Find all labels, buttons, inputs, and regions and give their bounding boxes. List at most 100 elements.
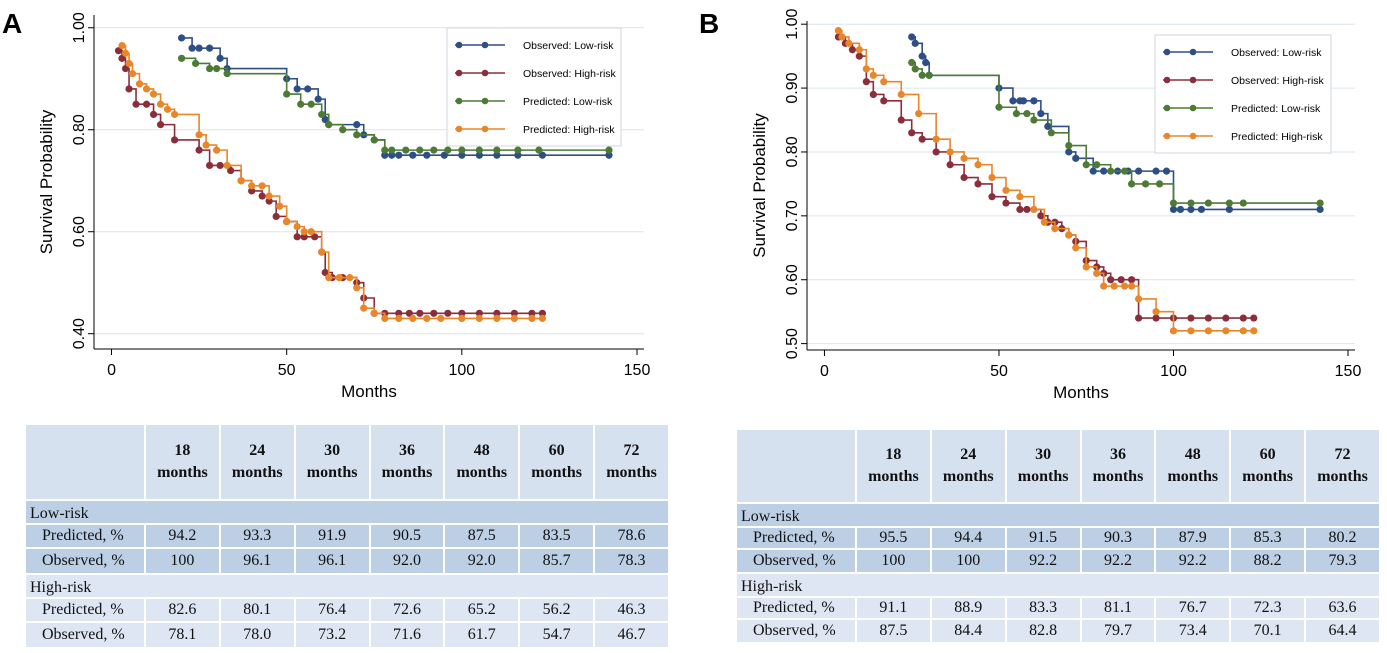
data-point [1082,263,1090,271]
data-point [1016,205,1024,214]
data-point [1222,327,1230,335]
data-point [163,105,172,113]
data-point [170,110,179,119]
data-point [1002,186,1010,194]
data-point [1019,97,1028,105]
table-row: Predicted, % 95.5 94.4 91.5 90.3 87.9 85… [735,526,1381,550]
table-cell: 79.7 [1079,618,1157,644]
data-point [416,309,424,317]
data-point [988,193,996,201]
low-risk-group: Low-risk Predicted, % 94.2 93.3 91.9 90.… [24,499,670,575]
data-point [918,135,926,143]
data-point [918,52,926,60]
series-predicted-low-risk [177,54,613,154]
data-point [838,33,846,41]
table-cell: 94.4 [929,526,1007,550]
y-tick-label: 0.90 [784,72,801,103]
table-cell: 91.5 [1004,526,1082,550]
data-point [922,58,930,67]
data-point [430,309,438,317]
table-cell: 81.1 [1079,596,1157,620]
header-cell: 48 months [1154,428,1232,504]
table-header-row: 18 months 24 months 30 months 36 months 48 mo… [735,428,1381,504]
data-point [125,59,133,68]
data-point [135,80,144,88]
header-cell: 36 months [368,423,446,501]
table-cell: 83.3 [1004,596,1082,620]
table-cell: 46.3 [593,597,670,623]
legend-label: Predicted: Low-risk [523,96,613,108]
data-point [1250,327,1258,335]
data-point [293,223,301,231]
data-point [1051,225,1059,233]
table-cell: 73.2 [293,621,371,649]
table-cell: 90.3 [1079,526,1157,550]
row-label: Observed, % [735,618,857,644]
data-point [177,34,186,42]
table-cell: 76.4 [293,597,371,623]
legend-marker [1189,48,1197,56]
data-point [1187,205,1195,214]
data-point [510,314,518,323]
table-cell: 93.3 [218,523,296,549]
data-point [880,97,888,105]
series-line [118,49,543,315]
data-point [283,217,291,226]
data-point [206,161,214,170]
group-row: Low-risk [735,502,1381,528]
data-point [1016,193,1024,201]
legend-marker [1163,48,1171,56]
legend: Observed: Low-risk Observed: High-risk Pre… [446,27,622,147]
data-point [283,90,291,98]
data-point [125,85,133,93]
data-point [1117,276,1125,284]
data-point [402,146,410,154]
table-row: Predicted, % 91.1 88.9 83.3 81.1 76.7 72… [735,596,1381,620]
data-point [1187,327,1195,335]
data-point [325,274,333,282]
data-point [1093,161,1101,169]
data-point [353,121,361,129]
data-point [1316,199,1324,207]
data-point [1162,167,1171,175]
data-point [528,309,536,317]
data-point [1030,116,1038,124]
data-point [437,314,445,323]
data-point [142,100,151,108]
table-cell: 72.6 [368,597,446,623]
data-point [897,90,905,99]
data-point [360,304,368,312]
data-point [202,141,210,149]
table-cell: 46.7 [593,621,670,649]
table-cell: 71.6 [368,621,446,649]
y-tick-label: 0.40 [71,318,88,349]
table-cell: 90.5 [368,523,446,549]
data-point [538,309,547,317]
data-point [1152,314,1160,322]
data-point [1012,110,1021,118]
header-cell: 36 months [1079,428,1157,504]
legend-marker [481,69,489,77]
table-cell: 82.8 [1004,618,1082,644]
data-point [1169,327,1178,335]
legend-marker [455,69,463,77]
header-cell: 18 months [144,423,221,501]
y-tick-label: 0.60 [784,264,801,295]
data-point [318,110,326,119]
data-point [276,202,284,210]
data-point [346,274,354,282]
high-risk-group: High-risk Predicted, % 82.6 80.1 76.4 72… [24,573,670,649]
x-tick-label: 0 [820,363,829,380]
y-tick-label: 0.80 [71,114,88,145]
x-axis-title: Months [341,382,397,401]
data-point [265,197,273,205]
data-point [321,268,329,277]
table-cell: 100 [929,548,1007,574]
data-point [195,131,203,139]
table-cell: 61.7 [443,621,521,649]
table-cell: 96.1 [218,547,296,575]
series-predicted-low-risk [908,58,1324,207]
group-label: High-risk [735,572,1381,598]
data-point [156,121,165,129]
data-point [128,70,137,78]
